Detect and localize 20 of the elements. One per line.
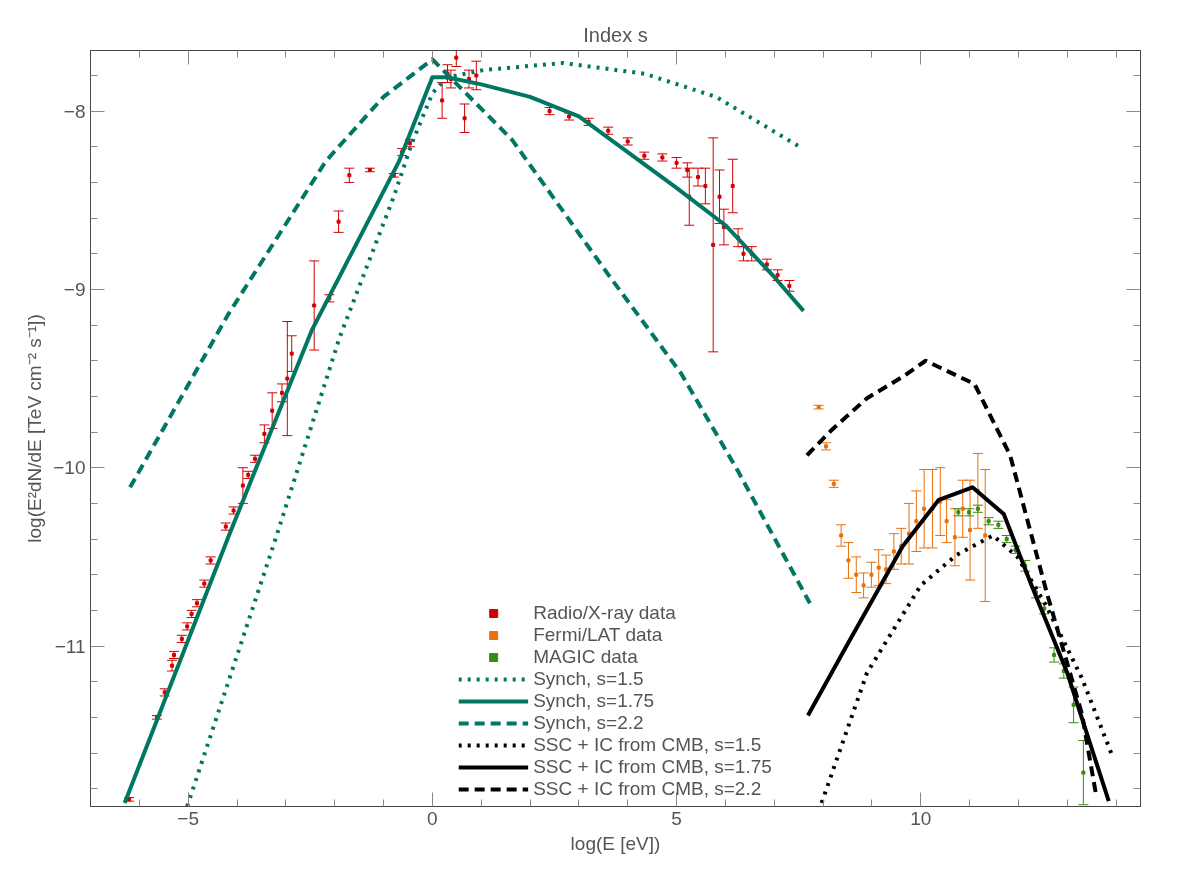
legend-label: Radio/X-ray data	[533, 602, 676, 624]
legend-label: Fermi/LAT data	[533, 624, 663, 646]
x-tick-label: 10	[910, 807, 932, 829]
y-tick-label: −9	[63, 278, 86, 300]
legend-label: MAGIC data	[533, 646, 638, 668]
x-tick-label: −5	[177, 807, 200, 829]
x-axis-title: log(E [eV])	[570, 832, 661, 854]
x-tick-label: 0	[427, 807, 438, 829]
chart-title: Index s	[583, 23, 648, 46]
y-axis-title: log(E²dN/dE [TeV cm⁻² s⁻¹])	[24, 314, 46, 543]
legend-label: SSC + IC from CMB, s=1.75	[533, 756, 772, 778]
legend-label: Synch, s=1.5	[533, 668, 644, 690]
x-tick-label: 5	[671, 807, 682, 829]
legend-label: Synch, s=1.75	[533, 690, 655, 712]
y-tick-label: −8	[63, 100, 86, 122]
y-tick-label: −11	[54, 635, 86, 657]
legend-label: Synch, s=2.2	[533, 712, 644, 734]
legend-label: SSC + IC from CMB, s=1.5	[533, 734, 762, 756]
legend-label: SSC + IC from CMB, s=2.2	[533, 778, 762, 800]
y-tick-label: −10	[53, 457, 86, 479]
